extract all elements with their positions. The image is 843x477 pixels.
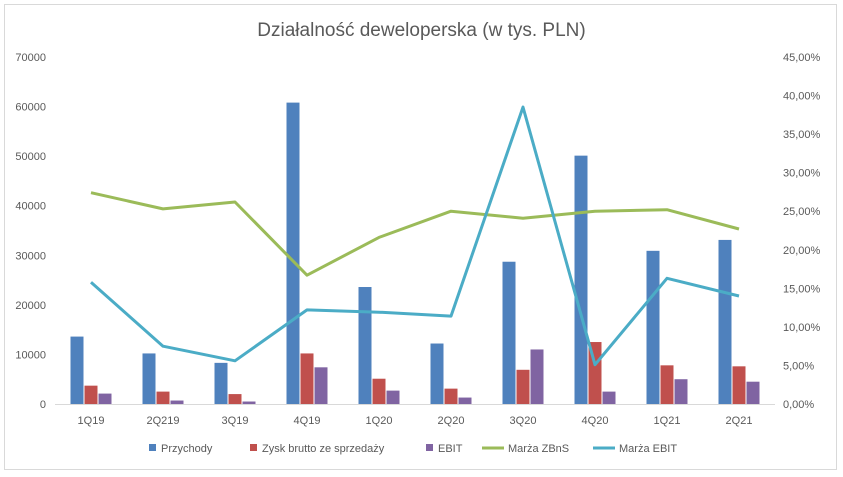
bar-ebit (746, 381, 760, 404)
bar-ebit (170, 400, 184, 404)
bar-zysk-brutto-ze-sprzeda-y (660, 365, 674, 404)
legend-swatch (149, 444, 156, 451)
left-axis-tick-label: 0 (40, 399, 46, 411)
bar-ebit (386, 390, 400, 404)
bar-zysk-brutto-ze-sprzeda-y (300, 353, 314, 404)
legend-swatch (250, 444, 257, 451)
legend-label: Przychody (161, 443, 213, 455)
left-axis-tick-label: 50000 (15, 151, 46, 163)
right-axis-tick-label: 30,00% (783, 168, 821, 180)
x-axis-tick-label: 1Q20 (366, 415, 393, 427)
bar-przychody (214, 362, 228, 404)
bar-przychody (286, 102, 300, 404)
bar-zysk-brutto-ze-sprzeda-y (84, 385, 98, 404)
x-axis-tick-label: 3Q19 (222, 415, 249, 427)
bar-przychody (430, 343, 444, 404)
bar-ebit (314, 367, 328, 404)
right-axis-tick-label: 5,00% (783, 360, 814, 372)
bar-przychody (574, 155, 588, 404)
bar-ebit (674, 379, 688, 404)
lines-layer (90, 105, 740, 367)
x-axis-tick-label: 4Q19 (294, 415, 321, 427)
bar-przychody (718, 239, 732, 404)
right-axis-tick-label: 40,00% (783, 91, 821, 103)
legend-swatch (426, 444, 433, 451)
x-axis: 1Q19 2Q219 3Q19 4Q19 1Q20 2Q20 3Q20 4Q20 1Q21 2Q2… (55, 404, 775, 427)
bar-przychody (358, 287, 372, 404)
x-axis-tick-label: 1Q21 (654, 415, 681, 427)
left-axis-tick-label: 10000 (15, 349, 46, 361)
x-axis-tick-label: 2Q21 (726, 415, 753, 427)
x-axis-tick-label: 2Q20 (438, 415, 465, 427)
bar-zysk-brutto-ze-sprzeda-y (228, 394, 242, 404)
bar-ebit (458, 397, 472, 404)
line-mar-a-ebit (90, 105, 740, 367)
right-axis-tick-label: 20,00% (783, 245, 821, 257)
bars-layer (70, 102, 760, 404)
legend-label: Marża ZBnS (508, 443, 569, 455)
bar-ebit (530, 349, 544, 404)
legend: Przychody Zysk brutto ze sprzedaży EBIT Mar… (149, 443, 677, 455)
right-axis-tick-label: 25,00% (783, 206, 821, 218)
bar-ebit (602, 391, 616, 404)
bar-ebit (98, 393, 112, 404)
bar-zysk-brutto-ze-sprzeda-y (732, 366, 746, 404)
bar-przychody (646, 250, 660, 404)
bar-ebit (242, 401, 256, 404)
bar-zysk-brutto-ze-sprzeda-y (372, 378, 386, 404)
left-axis-tick-label: 40000 (15, 201, 46, 213)
legend-label: Zysk brutto ze sprzedaży (262, 443, 385, 455)
right-axis-tick-label: 45,00% (783, 52, 821, 64)
right-axis-tick-label: 15,00% (783, 283, 821, 295)
bar-przychody (70, 336, 84, 404)
x-axis-tick-label: 2Q219 (146, 415, 179, 427)
bar-przychody (142, 353, 156, 404)
left-axis-tick-label: 70000 (15, 52, 46, 64)
x-axis-tick-label: 1Q19 (78, 415, 105, 427)
bar-zysk-brutto-ze-sprzeda-y (156, 391, 170, 404)
right-axis-tick-label: 35,00% (783, 129, 821, 141)
bar-zysk-brutto-ze-sprzeda-y (444, 388, 458, 404)
bar-zysk-brutto-ze-sprzeda-y (516, 369, 530, 404)
left-axis: 0 10000 20000 30000 40000 50000 60000 70000 (15, 52, 46, 411)
right-axis-tick-label: 10,00% (783, 322, 821, 334)
legend-label: Marża EBIT (619, 443, 677, 455)
left-axis-tick-label: 30000 (15, 250, 46, 262)
right-axis-tick-label: 0,00% (783, 399, 814, 411)
left-axis-tick-label: 60000 (15, 102, 46, 114)
chart-title: Działalność deweloperska (w tys. PLN) (257, 20, 586, 41)
right-axis: 0,00% 5,00% 10,00% 15,00% 20,00% 25,00% 30,00%… (783, 52, 821, 411)
legend-label: EBIT (438, 443, 463, 455)
bar-przychody (502, 261, 516, 404)
x-axis-tick-label: 3Q20 (510, 415, 537, 427)
x-axis-tick-label: 4Q20 (582, 415, 609, 427)
left-axis-tick-label: 20000 (15, 300, 46, 312)
line-mar-a-zbns (90, 191, 740, 277)
